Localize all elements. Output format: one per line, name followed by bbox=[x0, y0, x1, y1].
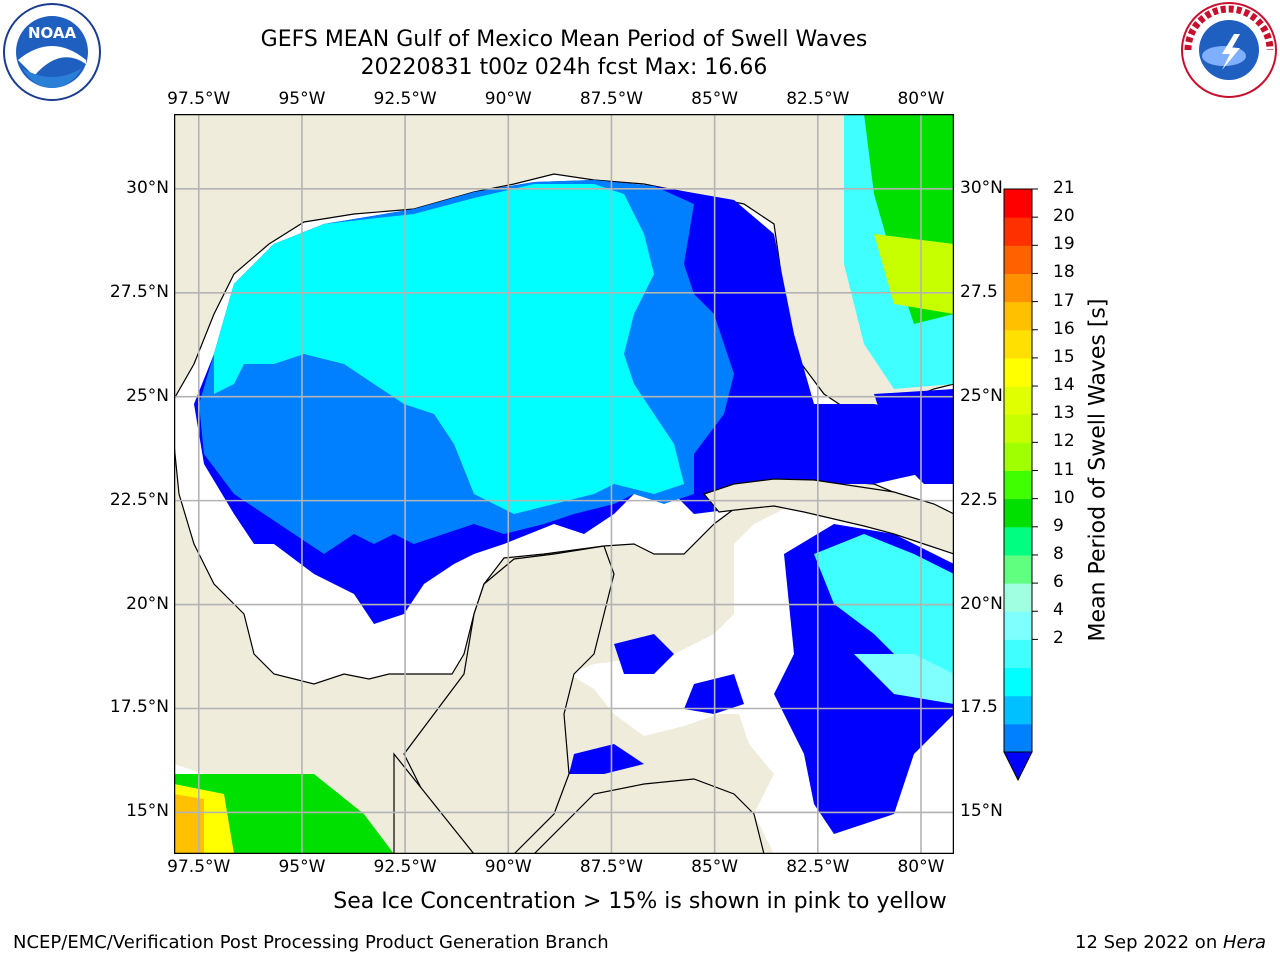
lon-tick-label: 80°W bbox=[897, 857, 945, 877]
chart-title: GEFS MEAN Gulf of Mexico Mean Period of … bbox=[260, 27, 868, 52]
colorbar-tick-label: 21 bbox=[1053, 178, 1075, 198]
colorbar-segment bbox=[1004, 498, 1032, 528]
atlantic-band-ne-yellow bbox=[874, 234, 954, 314]
cuba-land bbox=[702, 478, 954, 555]
colorbar-segment bbox=[1004, 386, 1032, 415]
caribbean-band-lightcyan bbox=[854, 654, 954, 704]
colorbar-segment bbox=[1004, 667, 1032, 697]
colorbar-segment bbox=[1004, 526, 1032, 556]
colorbar-tick-label: 13 bbox=[1053, 403, 1075, 424]
footer-date: 12 Sep 2022 on Hera bbox=[1075, 932, 1266, 953]
colorbar-segment bbox=[1004, 329, 1032, 359]
sea-ice-note: Sea Ice Concentration > 15% is shown in … bbox=[333, 889, 947, 914]
colorbar-tick-label: 11 bbox=[1053, 459, 1075, 480]
colorbar-tick-label: 10 bbox=[1053, 487, 1075, 508]
colorbar-title: Mean Period of Swell Waves [s] bbox=[1085, 298, 1111, 642]
colorbar-segment bbox=[1004, 273, 1032, 303]
lat-tick-label: 15°N bbox=[960, 801, 1003, 822]
colorbar-tick-label: 17 bbox=[1053, 290, 1075, 311]
colorbar-tick-label: 15 bbox=[1053, 346, 1075, 367]
lat-tick-label: 17.5°N bbox=[109, 697, 169, 718]
colorbar-segment bbox=[1004, 442, 1032, 471]
lon-tick-label: 97.5°W bbox=[167, 89, 231, 109]
colorbar bbox=[1003, 188, 1038, 782]
colorbar-segment bbox=[1004, 723, 1032, 753]
lat-tick-label: 25°N bbox=[960, 385, 1003, 406]
lat-tick-label: 20°N bbox=[960, 593, 1003, 614]
colorbar-tick-label: 16 bbox=[1053, 318, 1075, 339]
colorbar-segment bbox=[1004, 301, 1032, 331]
footer-machine: Hera bbox=[1222, 932, 1266, 953]
swell-period-map bbox=[174, 114, 954, 854]
lon-tick-label: 92.5°W bbox=[373, 857, 437, 877]
lon-tick-label: 95°W bbox=[278, 857, 326, 877]
chart-subtitle: 20220831 t00z 024h fcst Max: 16.66 bbox=[360, 55, 768, 80]
colorbar-segment bbox=[1004, 639, 1032, 669]
lat-tick-label: 17.5 bbox=[960, 697, 998, 718]
map-frame bbox=[174, 114, 954, 854]
lat-tick-label: 30°N bbox=[960, 177, 1003, 198]
lon-tick-label: 80°W bbox=[897, 89, 945, 109]
caribbean-band-6-8 bbox=[814, 534, 954, 694]
colorbar-tick-label: 20 bbox=[1053, 206, 1075, 227]
colorbar-tick-label: 6 bbox=[1053, 572, 1064, 593]
colorbar-segment bbox=[1004, 245, 1032, 274]
lon-tick-label: 97.5°W bbox=[167, 857, 231, 877]
central-america-land bbox=[393, 752, 765, 854]
lat-tick-label: 30°N bbox=[126, 177, 169, 198]
lat-tick-label: 25°N bbox=[126, 385, 169, 406]
graticule bbox=[174, 114, 954, 854]
caribbean-patch-c bbox=[569, 744, 644, 774]
colorbar-tick-label: 2 bbox=[1053, 628, 1064, 649]
lat-tick-label: 22.5 bbox=[960, 489, 998, 510]
colorbar-extension bbox=[1003, 751, 1033, 782]
lon-tick-label: 82.5°W bbox=[786, 857, 850, 877]
colorbar-segment bbox=[1004, 583, 1032, 612]
colorbar-segment bbox=[1004, 554, 1032, 584]
colorbar-segment bbox=[1004, 695, 1032, 725]
lat-tick-label: 22.5°N bbox=[109, 489, 169, 510]
swell-band-6-8 bbox=[214, 184, 684, 514]
lon-tick-label: 85°W bbox=[691, 89, 739, 109]
colorbar-tick-label: 12 bbox=[1053, 431, 1075, 452]
lon-tick-label: 92.5°W bbox=[373, 89, 437, 109]
atlantic-band-east bbox=[874, 389, 954, 484]
caribbean-patch-a bbox=[614, 634, 674, 674]
lon-tick-label: 95°W bbox=[278, 89, 326, 109]
colorbar-tick-label: 18 bbox=[1053, 262, 1075, 283]
lon-tick-label: 87.5°W bbox=[579, 857, 644, 877]
nws-logo bbox=[1181, 2, 1277, 98]
colorbar-tick-label: 9 bbox=[1053, 515, 1064, 536]
colorbar-segment bbox=[1004, 189, 1032, 218]
colorbar-segment bbox=[1004, 357, 1032, 387]
noaa-logo-text: NOAA bbox=[28, 24, 77, 42]
lon-tick-label: 90°W bbox=[484, 89, 532, 109]
lat-tick-label: 20°N bbox=[126, 593, 169, 614]
lon-tick-label: 90°W bbox=[484, 857, 532, 877]
lat-tick-label: 15°N bbox=[126, 801, 169, 822]
colorbar-segment bbox=[1004, 414, 1032, 443]
footer-date-text: 12 Sep 2022 on bbox=[1075, 932, 1223, 953]
colorbar-tick-label: 14 bbox=[1053, 375, 1075, 396]
lon-tick-label: 87.5°W bbox=[579, 89, 644, 109]
lat-tick-label: 27.5°N bbox=[109, 281, 169, 302]
colorbar-tick-label: 8 bbox=[1053, 543, 1064, 564]
colorbar-tick-label: 19 bbox=[1053, 234, 1075, 255]
colorbar-segment bbox=[1004, 611, 1032, 640]
colorbar-segment bbox=[1004, 217, 1032, 246]
lon-tick-label: 85°W bbox=[691, 857, 739, 877]
lat-tick-label: 27.5 bbox=[960, 281, 998, 302]
footer-branch: NCEP/EMC/Verification Post Processing Pr… bbox=[13, 932, 609, 953]
noaa-logo: NOAA bbox=[3, 3, 101, 101]
pacific-swell-orange bbox=[174, 794, 204, 854]
colorbar-tick-label: 4 bbox=[1053, 600, 1064, 621]
colorbar-segment bbox=[1004, 470, 1032, 500]
lon-tick-label: 82.5°W bbox=[786, 89, 850, 109]
